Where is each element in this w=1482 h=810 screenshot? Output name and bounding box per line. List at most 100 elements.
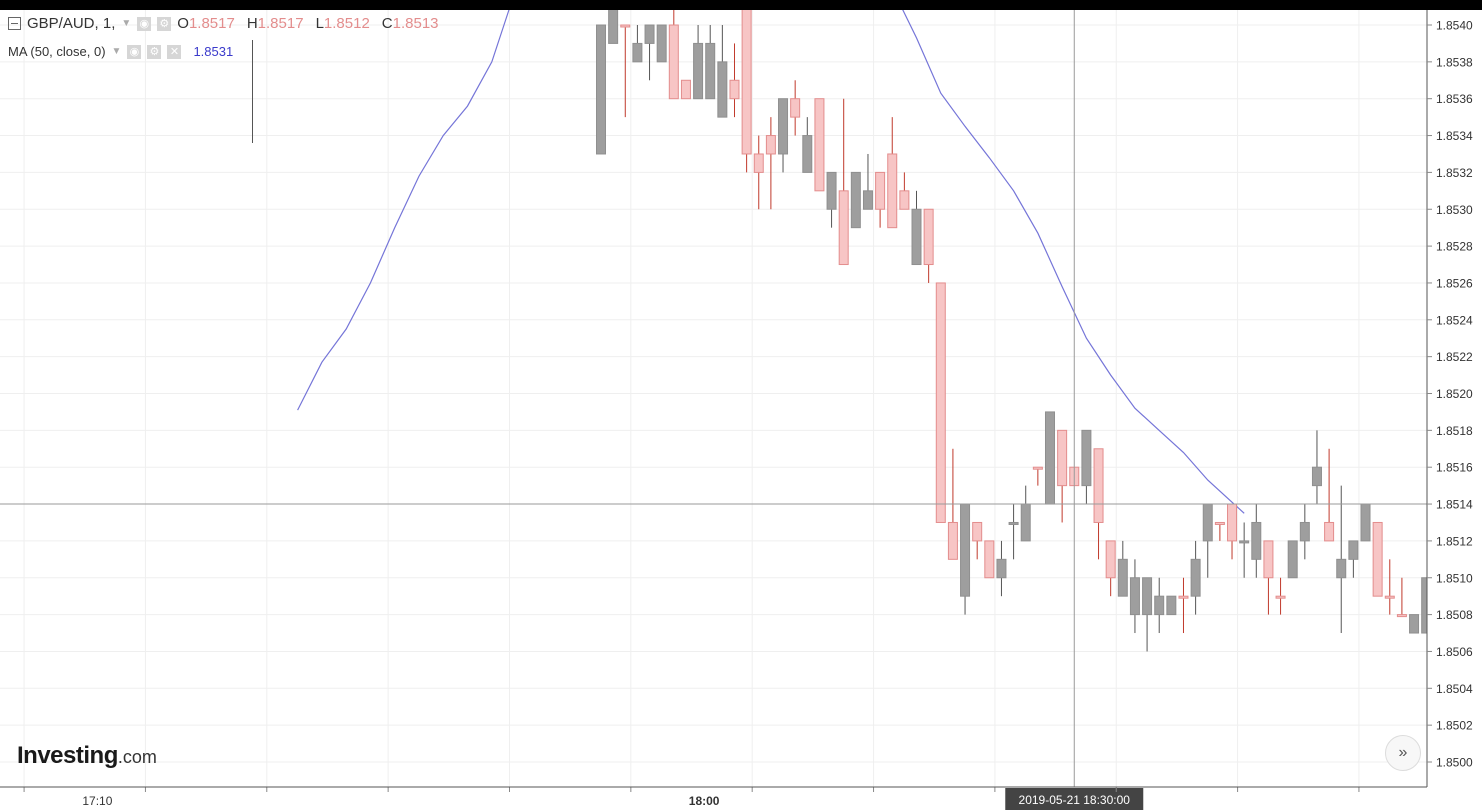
- crosshair-time-box: [1005, 788, 1144, 810]
- candle: [984, 540, 995, 579]
- candle-body: [814, 98, 825, 192]
- low-value: 1.8512: [323, 15, 370, 32]
- candle: [1057, 429, 1068, 523]
- logo-brand: Investing: [17, 742, 118, 769]
- logo-domain: .com: [117, 747, 157, 767]
- high-value: 1.8517: [257, 15, 304, 32]
- eye-icon[interactable]: ◉: [137, 16, 152, 31]
- price-tick-label: 1.8526: [1436, 276, 1473, 290]
- price-tick-label: 1.8516: [1436, 461, 1473, 475]
- price-tick-label: 1.8522: [1436, 350, 1473, 364]
- candle: [790, 80, 801, 136]
- candle-body: [1154, 595, 1165, 616]
- candle-body: [656, 24, 667, 63]
- candle-body: [1336, 558, 1347, 579]
- candle: [1299, 504, 1310, 560]
- candle-body: [935, 282, 946, 523]
- candle: [862, 153, 873, 210]
- eye-icon[interactable]: ◉: [127, 44, 142, 59]
- candle: [887, 117, 898, 229]
- candle-body: [1081, 429, 1092, 487]
- collapse-icon[interactable]: [8, 17, 21, 30]
- candle-body: [693, 42, 704, 100]
- candle: [1202, 503, 1213, 578]
- candle: [1081, 429, 1092, 505]
- candle: [1396, 577, 1407, 618]
- candle-body: [1409, 614, 1420, 634]
- price-tick-label: 1.8540: [1436, 19, 1473, 33]
- candle: [608, 0, 619, 44]
- chevron-down-icon[interactable]: ▼: [121, 18, 132, 29]
- candle: [717, 25, 728, 118]
- price-tick-label: 1.8504: [1436, 682, 1473, 696]
- candle: [729, 43, 740, 118]
- ma-line: [297, 0, 1245, 514]
- crosshair-time-label: 2019-05-21 18:30:00: [1019, 793, 1131, 807]
- candle: [1214, 521, 1225, 541]
- candle: [911, 190, 922, 266]
- ma-value: 1.8531: [193, 44, 234, 59]
- candle: [765, 117, 776, 210]
- price-tick-label: 1.8514: [1436, 498, 1473, 512]
- candle-body: [608, 0, 619, 44]
- candle-body: [1142, 577, 1153, 616]
- candle: [1178, 577, 1189, 634]
- candle-body: [862, 190, 873, 210]
- candle-body: [632, 42, 643, 63]
- candle-body: [850, 171, 861, 229]
- candle-body: [1348, 540, 1359, 560]
- candle-body: [1384, 595, 1395, 599]
- candle: [644, 24, 655, 81]
- price-tick-label: 1.8536: [1436, 92, 1473, 106]
- price-tick-label: 1.8524: [1436, 313, 1473, 327]
- chevron-down-icon[interactable]: ▼: [111, 46, 122, 57]
- candle: [656, 24, 667, 63]
- candle: [596, 24, 606, 155]
- gear-icon[interactable]: ⚙: [157, 16, 172, 31]
- candle: [1311, 430, 1322, 505]
- ma-label: MA (50, close, 0): [8, 44, 106, 59]
- gear-icon[interactable]: ⚙: [147, 44, 162, 59]
- candle: [741, 6, 752, 173]
- price-tick-label: 1.8534: [1436, 129, 1473, 143]
- candle-body: [705, 42, 716, 100]
- ma-legend: MA (50, close, 0) ▼ ◉ ⚙ ✕ 1.8531: [8, 44, 233, 59]
- time-tick-label: 18:00: [689, 794, 720, 808]
- candle: [923, 208, 934, 283]
- candle-body: [753, 153, 764, 173]
- close-label: C: [381, 15, 393, 32]
- candle: [1044, 411, 1055, 505]
- candle: [1336, 485, 1347, 634]
- candle: [1166, 595, 1177, 616]
- candle: [960, 503, 971, 615]
- candle-body: [826, 171, 837, 210]
- candle: [668, 6, 679, 100]
- candle-body: [1396, 614, 1407, 618]
- candle-body: [1008, 521, 1019, 525]
- candle-body: [1239, 540, 1250, 544]
- candle-body: [741, 6, 752, 155]
- candle: [753, 135, 764, 210]
- candle-body: [1020, 503, 1031, 542]
- candle: [1117, 540, 1128, 597]
- candle-body: [1263, 540, 1274, 579]
- candle: [850, 171, 861, 229]
- open-label: O: [177, 15, 189, 32]
- candle-body: [984, 540, 995, 579]
- candle-body: [729, 79, 740, 100]
- candle-body: [1057, 429, 1068, 487]
- candle: [935, 282, 946, 523]
- candle-body: [996, 558, 1007, 579]
- candle-body: [960, 503, 971, 597]
- price-tick-label: 1.8512: [1436, 534, 1473, 548]
- candle: [1129, 559, 1140, 634]
- price-tick-label: 1.8518: [1436, 424, 1473, 438]
- close-value: 1.8513: [392, 15, 439, 32]
- scroll-to-latest-button[interactable]: »: [1385, 735, 1421, 771]
- candle-body: [1372, 521, 1383, 597]
- close-icon[interactable]: ✕: [167, 44, 182, 59]
- symbol-legend: GBP/AUD, 1, ▼ ◉ ⚙ O1.8517 H1.8517 L1.8512…: [8, 15, 445, 32]
- price-tick-label: 1.8532: [1436, 166, 1473, 180]
